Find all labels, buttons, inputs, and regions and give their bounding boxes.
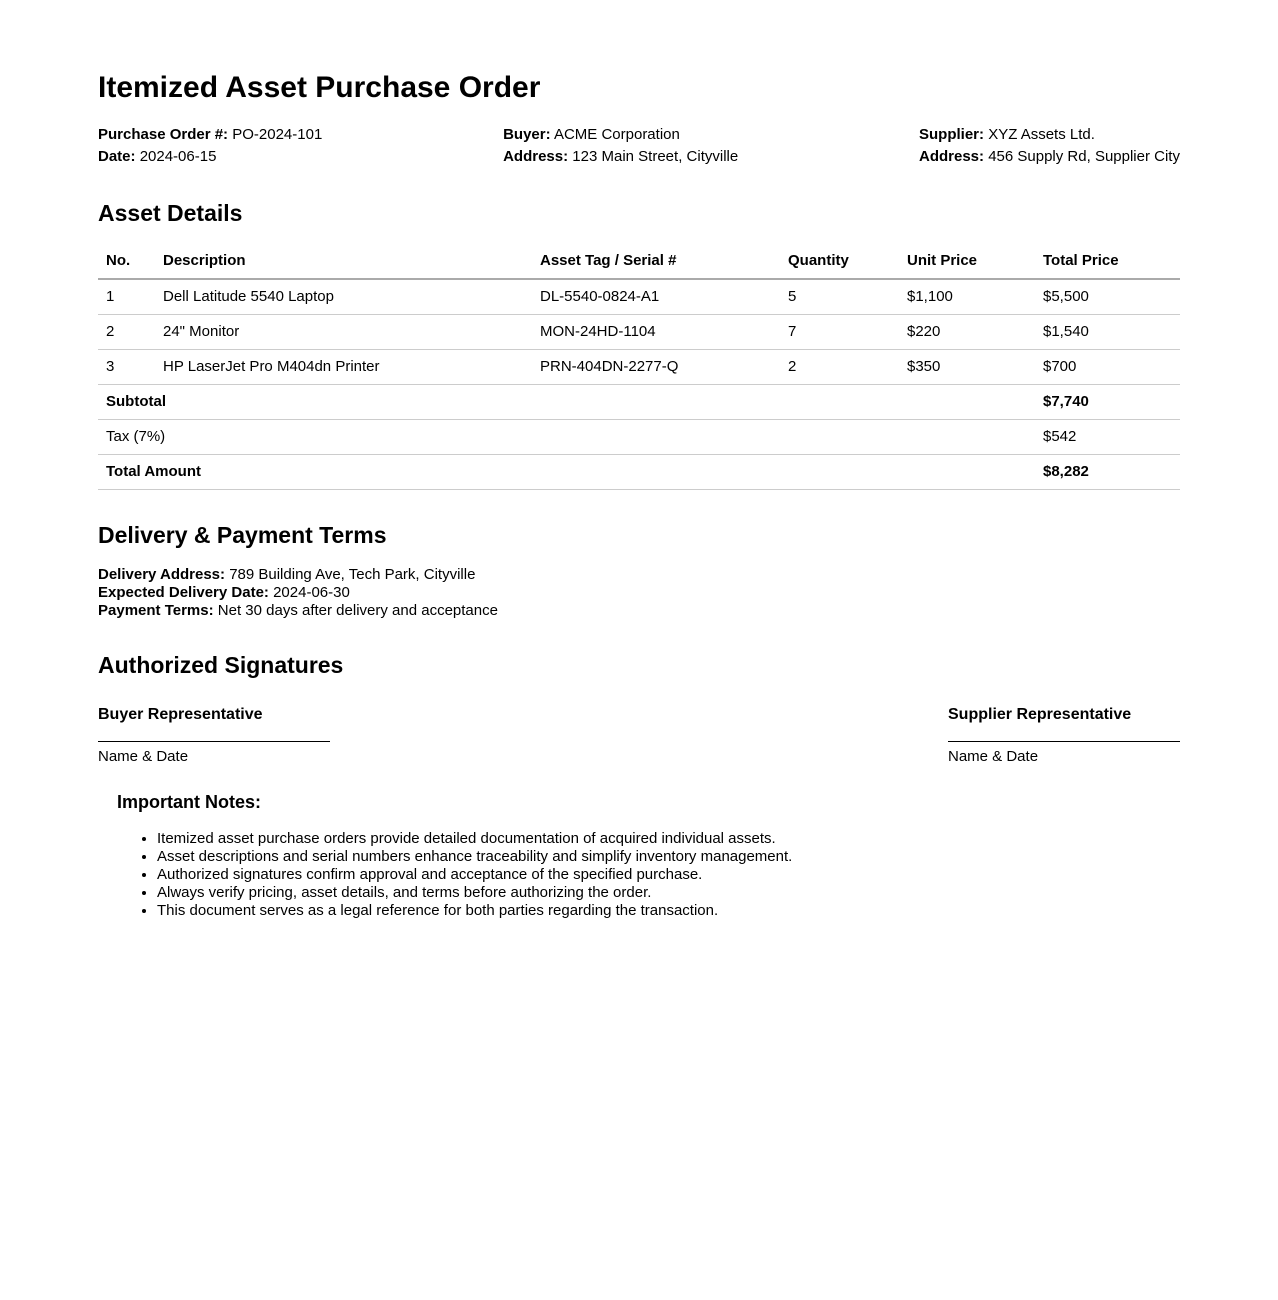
order-date-label: Date: — [98, 147, 136, 165]
supplier-label: Supplier: — [919, 125, 985, 143]
page-title: Itemized Asset Purchase Order — [98, 71, 541, 104]
important-notes-heading: Important Notes: — [117, 792, 261, 812]
table-row: 1 Dell Latitude 5540 Laptop DL-5540-0824… — [98, 278, 1180, 315]
supplier-address: Address: 456 Supply Rd, Supplier City — [919, 146, 1180, 168]
order-date: Date: 2024-06-15 — [98, 146, 322, 168]
table-row: 2 24" Monitor MON-24HD-1104 7 $220 $1,54… — [98, 314, 1180, 350]
column-header-no: No. — [98, 243, 155, 280]
tax-value: $542 — [1035, 419, 1180, 455]
buyer-label: Buyer: — [503, 125, 551, 143]
signatures-row: Buyer Representative Name & Date Supplie… — [98, 697, 1180, 766]
supplier-address-label: Address: — [919, 147, 985, 165]
purchase-order-document: Itemized Asset Purchase Order Purchase O… — [0, 0, 1278, 920]
cell-quantity: 7 — [780, 314, 899, 350]
expected-delivery-date-label: Expected Delivery Date: — [98, 584, 269, 602]
cell-quantity: 5 — [780, 278, 899, 315]
column-header-quantity: Quantity — [780, 243, 899, 280]
summary-row-total: Total Amount $8,282 — [98, 454, 1180, 490]
asset-details-table: No. Description Asset Tag / Serial # Qua… — [98, 243, 1180, 490]
buyer-representative-title: Buyer Representative — [98, 705, 263, 723]
cell-quantity: 2 — [780, 349, 899, 385]
list-item: Authorized signatures confirm approval a… — [157, 866, 1180, 884]
supplier-address-value: 456 Supply Rd, Supplier City — [988, 147, 1180, 165]
terms-heading: Delivery & Payment Terms — [98, 521, 387, 548]
order-meta: Purchase Order #: PO-2024-101 Date: 2024… — [98, 124, 1180, 168]
buyer-signature-line — [98, 724, 330, 742]
total-amount-value: $8,282 — [1035, 454, 1180, 490]
payment-terms: Payment Terms: Net 30 days after deliver… — [98, 602, 1180, 620]
payment-terms-label: Payment Terms: — [98, 602, 214, 620]
column-header-serial: Asset Tag / Serial # — [532, 243, 780, 280]
expected-delivery-date: Expected Delivery Date: 2024-06-30 — [98, 584, 1180, 602]
important-notes-section: Important Notes: Itemized asset purchase… — [117, 792, 1180, 920]
buyer-signature-block: Buyer Representative Name & Date — [98, 697, 330, 766]
cell-no: 3 — [98, 349, 155, 385]
table-header-row: No. Description Asset Tag / Serial # Qua… — [98, 243, 1180, 280]
supplier-value: XYZ Assets Ltd. — [988, 125, 1095, 143]
buyer-name: Buyer: ACME Corporation — [503, 124, 738, 146]
cell-unit-price: $1,100 — [899, 278, 1035, 315]
buyer-address-label: Address: — [503, 147, 569, 165]
cell-serial: MON-24HD-1104 — [532, 314, 780, 350]
summary-row-subtotal: Subtotal $7,740 — [98, 384, 1180, 420]
payment-terms-value: Net 30 days after delivery and acceptanc… — [217, 602, 498, 620]
supplier-representative-title: Supplier Representative — [948, 705, 1132, 723]
cell-unit-price: $350 — [899, 349, 1035, 385]
cell-total-price: $700 — [1035, 349, 1180, 385]
supplier-signature-caption: Name & Date — [948, 748, 1039, 765]
purchase-order-number-value: PO-2024-101 — [232, 125, 323, 143]
cell-unit-price: $220 — [899, 314, 1035, 350]
summary-row-tax: Tax (7%) $542 — [98, 419, 1180, 455]
total-amount-label: Total Amount — [98, 454, 1035, 490]
buyer-value: ACME Corporation — [553, 125, 680, 143]
asset-details-heading: Asset Details — [98, 199, 243, 226]
table-row: 3 HP LaserJet Pro M404dn Printer PRN-404… — [98, 349, 1180, 385]
cell-no: 2 — [98, 314, 155, 350]
supplier-name: Supplier: XYZ Assets Ltd. — [919, 124, 1180, 146]
signatures-heading: Authorized Signatures — [98, 652, 344, 679]
supplier-signature-line — [948, 724, 1180, 742]
order-meta-col-order: Purchase Order #: PO-2024-101 Date: 2024… — [98, 124, 322, 168]
buyer-address-value: 123 Main Street, Cityville — [572, 147, 739, 165]
column-header-unit-price: Unit Price — [899, 243, 1035, 280]
cell-description: 24" Monitor — [155, 314, 532, 350]
subtotal-value: $7,740 — [1035, 384, 1180, 420]
purchase-order-number: Purchase Order #: PO-2024-101 — [98, 124, 322, 146]
delivery-address: Delivery Address: 789 Building Ave, Tech… — [98, 566, 1180, 584]
order-meta-col-buyer: Buyer: ACME Corporation Address: 123 Mai… — [503, 124, 738, 168]
tax-label: Tax (7%) — [98, 419, 1035, 455]
important-notes-list: Itemized asset purchase orders provide d… — [117, 830, 1180, 920]
list-item: Itemized asset purchase orders provide d… — [157, 830, 1180, 848]
cell-description: Dell Latitude 5540 Laptop — [155, 278, 532, 315]
expected-delivery-date-value: 2024-06-30 — [273, 584, 350, 602]
subtotal-label: Subtotal — [98, 384, 1035, 420]
cell-serial: DL-5540-0824-A1 — [532, 278, 780, 315]
delivery-address-label: Delivery Address: — [98, 566, 226, 584]
cell-total-price: $1,540 — [1035, 314, 1180, 350]
cell-description: HP LaserJet Pro M404dn Printer — [155, 349, 532, 385]
buyer-address: Address: 123 Main Street, Cityville — [503, 146, 738, 168]
buyer-signature-caption: Name & Date — [98, 748, 189, 765]
terms-block: Delivery Address: 789 Building Ave, Tech… — [98, 566, 1180, 620]
list-item: Always verify pricing, asset details, an… — [157, 884, 1180, 902]
cell-total-price: $5,500 — [1035, 278, 1180, 315]
order-date-value: 2024-06-15 — [139, 147, 217, 165]
cell-no: 1 — [98, 278, 155, 315]
order-meta-col-supplier: Supplier: XYZ Assets Ltd. Address: 456 S… — [919, 124, 1180, 168]
list-item: Asset descriptions and serial numbers en… — [157, 848, 1180, 866]
column-header-total-price: Total Price — [1035, 243, 1180, 280]
list-item: This document serves as a legal referenc… — [157, 902, 1180, 920]
cell-serial: PRN-404DN-2277-Q — [532, 349, 780, 385]
column-header-description: Description — [155, 243, 532, 280]
supplier-signature-block: Supplier Representative Name & Date — [948, 697, 1180, 766]
purchase-order-number-label: Purchase Order #: — [98, 125, 229, 143]
delivery-address-value: 789 Building Ave, Tech Park, Cityville — [229, 566, 476, 584]
